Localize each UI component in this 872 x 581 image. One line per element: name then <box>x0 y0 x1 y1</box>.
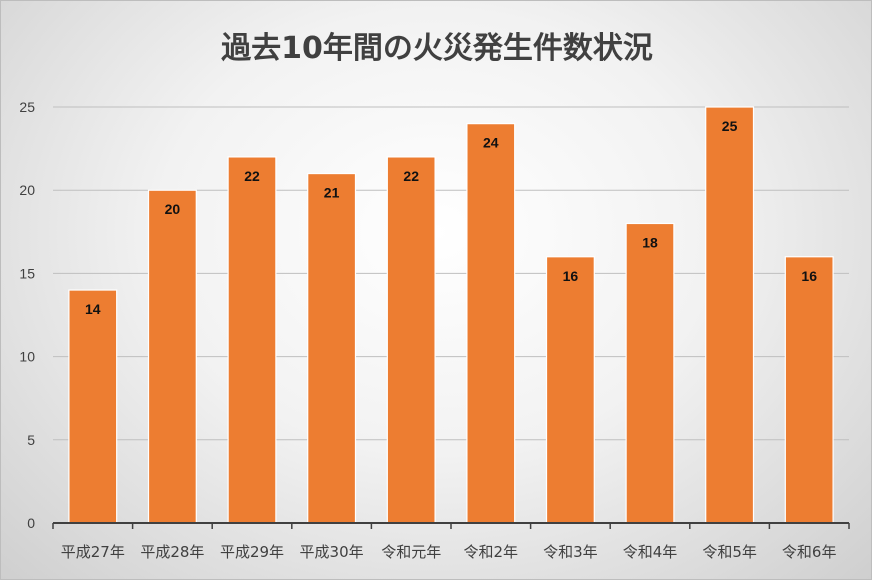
data-label: 16 <box>801 268 817 284</box>
data-label: 24 <box>483 135 499 151</box>
x-axis: 平成27年 平成28年 平成29年 平成30年 令和元年 令和2年 令和3年 令和4年 令和5年… <box>52 522 850 561</box>
y-tick-label: 5 <box>27 432 35 448</box>
data-label: 18 <box>642 234 658 250</box>
data-label: 22 <box>244 168 260 184</box>
data-label: 22 <box>403 168 419 184</box>
bar-3 <box>307 172 357 524</box>
bar-5 <box>466 123 516 524</box>
x-tick-label: 平成29年 <box>220 543 284 561</box>
bar-7 <box>625 222 675 524</box>
bar-9 <box>784 256 834 524</box>
bar-series <box>68 106 834 524</box>
data-label: 21 <box>324 185 340 201</box>
data-label: 25 <box>722 118 738 134</box>
bar-2 <box>227 156 277 524</box>
bar-1 <box>147 189 197 524</box>
bar-0 <box>68 289 118 524</box>
data-label: 14 <box>85 301 101 317</box>
y-tick-label: 10 <box>19 349 35 365</box>
x-tick-label: 令和2年 <box>464 543 519 561</box>
bar-4 <box>386 156 436 524</box>
x-tick-label: 令和4年 <box>623 543 678 561</box>
chart-title: 過去10年間の火災発生件数状況 <box>221 31 653 66</box>
y-axis: 0 5 10 15 20 25 <box>19 99 35 531</box>
x-tick-label: 令和元年 <box>381 543 441 561</box>
x-tick-label: 平成30年 <box>300 543 364 561</box>
y-tick-label: 0 <box>27 515 35 531</box>
data-labels: 14 20 22 21 22 24 16 18 25 16 <box>85 118 817 317</box>
data-label: 20 <box>165 201 181 217</box>
y-tick-label: 25 <box>19 99 35 115</box>
x-tick-label: 令和5年 <box>702 543 757 561</box>
bar-6 <box>545 256 595 524</box>
y-tick-label: 20 <box>19 182 35 198</box>
y-tick-label: 15 <box>19 265 35 281</box>
data-label: 16 <box>563 268 579 284</box>
x-tick-label: 令和3年 <box>543 543 598 561</box>
x-tick-label: 平成28年 <box>140 543 204 561</box>
x-tick-label: 平成27年 <box>61 543 125 561</box>
x-tick-label: 令和6年 <box>782 543 837 561</box>
bar-8 <box>705 106 755 524</box>
